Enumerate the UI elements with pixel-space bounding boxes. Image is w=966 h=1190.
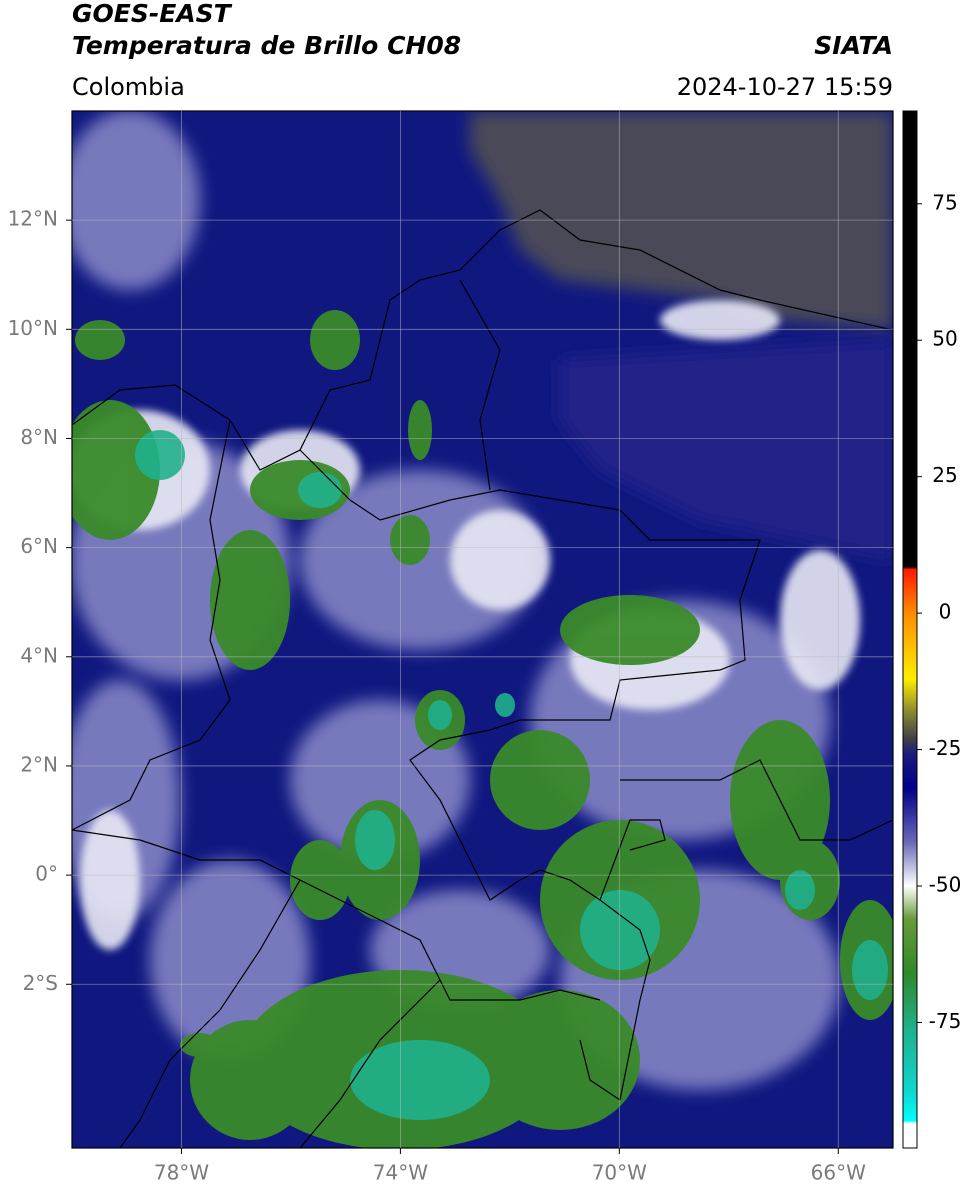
x-tick-label: 70°W <box>592 1161 647 1185</box>
axes: 78°W 74°W 70°W 66°W 2°S 0° 2°N 4°N 6°N 8°N 10°N 12°… <box>8 111 893 1185</box>
colorbar-tick-label: -50 <box>929 873 962 897</box>
y-tick-label: 10°N <box>8 316 58 340</box>
x-tick-label: 78°W <box>154 1161 209 1185</box>
source: SIATA <box>814 31 893 60</box>
y-tick-label: 6°N <box>20 534 58 558</box>
subtitle: Temperatura de Brillo CH08 <box>72 31 461 60</box>
satellite-image <box>72 111 893 1148</box>
x-tick-label: 74°W <box>373 1161 428 1185</box>
borders <box>72 209 893 1148</box>
y-tick-label: 8°N <box>20 425 58 449</box>
colorbar: 75 50 25 0 -25 -50 -75 <box>902 110 962 1149</box>
y-tick-label: 4°N <box>20 643 58 667</box>
region: Colombia <box>72 73 185 101</box>
map-frame <box>71 110 894 1149</box>
title: GOES-EAST <box>72 0 233 28</box>
colorbar-tick-label: -25 <box>929 736 962 760</box>
y-tick-label: 2°S <box>23 971 58 995</box>
datetime: 2024-10-27 15:59 <box>677 73 893 101</box>
y-tick-label: 2°N <box>20 752 58 776</box>
colorbar-tick-label: 75 <box>932 190 957 214</box>
colorbar-tick-label: -75 <box>929 1009 962 1033</box>
y-tick-label: 0° <box>35 862 58 886</box>
x-tick-label: 66°W <box>811 1161 866 1185</box>
colorbar-tick-label: 50 <box>932 327 957 351</box>
colorbar-scale <box>902 110 918 1149</box>
colorbar-tick-label: 0 <box>939 600 952 624</box>
y-tick-label: 12°N <box>8 207 58 231</box>
colorbar-tick-label: 25 <box>932 463 957 487</box>
